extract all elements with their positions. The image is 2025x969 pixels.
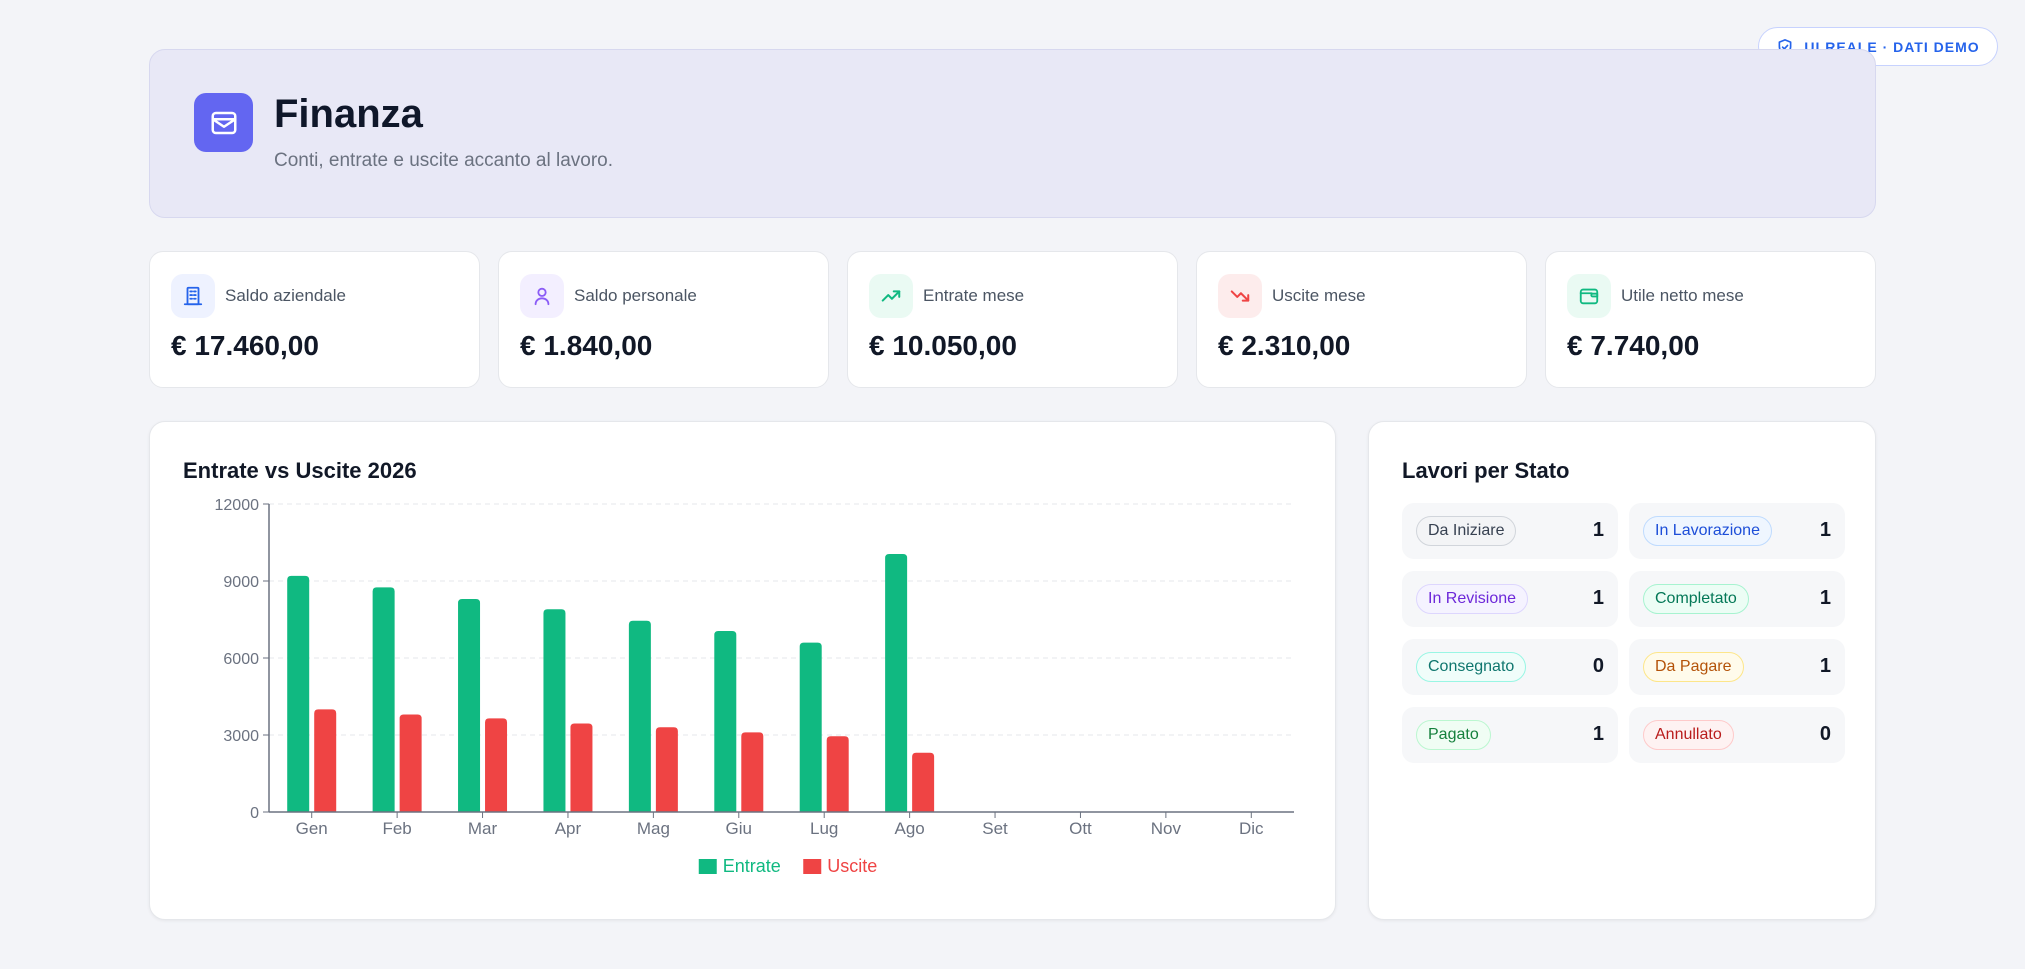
kpi-label: Entrate mese — [923, 286, 1025, 305]
status-title: Lavori per Stato — [1402, 458, 1570, 483]
status-badge: Da Iniziare — [1416, 516, 1517, 546]
kpi-card-saldo-personale: Saldo personale € 1.840,00 — [498, 251, 829, 388]
status-badge: In Revisione — [1416, 584, 1529, 614]
kpi-icon-tile — [520, 274, 564, 318]
wallet-icon — [1579, 288, 1599, 305]
status-badge: Annullato — [1643, 720, 1734, 750]
kpi-value: € 2.310,00 — [1218, 330, 1351, 361]
status-cell-in-lavorazione[interactable]: In Lavorazione 1 — [1629, 503, 1845, 559]
page-header: Finanza Conti, entrate e uscite accanto … — [149, 49, 1876, 218]
status-badge: In Lavorazione — [1643, 516, 1772, 546]
user-icon — [534, 287, 550, 306]
status-card: Lavori per Stato Da Iniziare 1 In Lavorazi… — [1368, 421, 1876, 920]
status-badge: Pagato — [1416, 720, 1491, 750]
status-cell-in-revisione[interactable]: In Revisione 1 — [1402, 571, 1618, 627]
kpi-icon-tile — [1218, 274, 1262, 318]
status-badge: Consegnato — [1416, 652, 1527, 682]
status-cell-da-pagare[interactable]: Da Pagare 1 — [1629, 639, 1845, 695]
kpi-label: Uscite mese — [1272, 286, 1366, 305]
kpi-value: € 1.840,00 — [520, 330, 653, 361]
page-subtitle: Conti, entrate e uscite accanto al lavor… — [274, 150, 614, 171]
status-badge: Completato — [1643, 584, 1749, 614]
trending-up-icon — [881, 290, 901, 302]
kpi-value: € 7.740,00 — [1567, 330, 1700, 361]
status-cell-consegnato[interactable]: Consegnato 0 — [1402, 639, 1618, 695]
building-icon — [183, 286, 203, 306]
kpi-card-entrate-mese: Entrate mese € 10.050,00 — [847, 251, 1178, 388]
status-count: 1 — [1819, 519, 1831, 541]
kpi-label: Saldo personale — [574, 286, 697, 305]
status-cell-annullato[interactable]: Annullato 0 — [1629, 707, 1845, 763]
trending-down-icon — [1230, 290, 1250, 302]
status-count: 0 — [1819, 723, 1831, 745]
kpi-value: € 10.050,00 — [869, 330, 1017, 361]
chart-card: Entrate vs Uscite 2026 — [149, 421, 1336, 920]
kpi-icon-tile — [1567, 274, 1611, 318]
kpi-value: € 17.460,00 — [171, 330, 319, 361]
status-count: 1 — [1819, 655, 1831, 677]
header-icon-tile — [194, 93, 253, 152]
status-count: 1 — [1592, 519, 1604, 541]
status-cell-completato[interactable]: Completato 1 — [1629, 571, 1845, 627]
chart-title: Entrate vs Uscite 2026 — [183, 458, 417, 483]
wallet-icon — [211, 111, 236, 134]
status-count: 1 — [1819, 587, 1831, 609]
kpi-card-uscite-mese: Uscite mese € 2.310,00 — [1196, 251, 1527, 388]
status-count: 1 — [1592, 587, 1604, 609]
kpi-card-saldo-aziendale: Saldo aziendale € 17.460,00 — [149, 251, 480, 388]
page-title: Finanza — [274, 92, 423, 136]
kpi-icon-tile — [171, 274, 215, 318]
status-count: 0 — [1592, 655, 1604, 677]
status-cell-pagato[interactable]: Pagato 1 — [1402, 707, 1618, 763]
kpi-card-utile-netto-mese: Utile netto mese € 7.740,00 — [1545, 251, 1876, 388]
status-badge: Da Pagare — [1643, 652, 1744, 682]
status-count: 1 — [1592, 723, 1604, 745]
status-cell-da-iniziare[interactable]: Da Iniziare 1 — [1402, 503, 1618, 559]
kpi-label: Saldo aziendale — [225, 286, 346, 305]
kpi-icon-tile — [869, 274, 913, 318]
kpi-label: Utile netto mese — [1621, 286, 1744, 305]
